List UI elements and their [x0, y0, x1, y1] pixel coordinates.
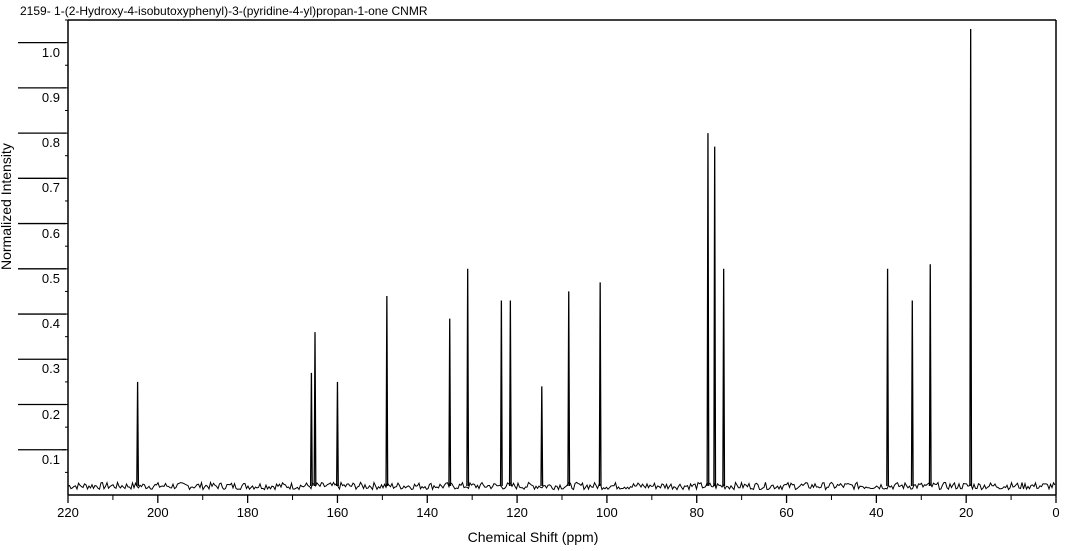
nmr-spectrum-chart	[0, 0, 1066, 551]
x-tick-label: 180	[233, 505, 263, 520]
x-tick-label: 120	[502, 505, 532, 520]
x-tick-label: 100	[592, 505, 622, 520]
x-tick-label: 220	[53, 505, 83, 520]
y-tick-label: 0.5	[32, 271, 60, 286]
y-tick-label: 0.6	[32, 226, 60, 241]
y-tick-label: 1.0	[32, 45, 60, 60]
y-tick-label: 0.7	[32, 180, 60, 195]
x-tick-label: 20	[951, 505, 981, 520]
y-tick-label: 0.2	[32, 407, 60, 422]
y-tick-label: 0.3	[32, 361, 60, 376]
y-tick-label: 0.4	[32, 316, 60, 331]
y-tick-label: 0.9	[32, 90, 60, 105]
x-tick-label: 0	[1041, 505, 1066, 520]
x-tick-label: 40	[861, 505, 891, 520]
x-tick-label: 80	[682, 505, 712, 520]
y-tick-label: 0.1	[32, 452, 60, 467]
x-tick-label: 200	[143, 505, 173, 520]
x-tick-label: 140	[412, 505, 442, 520]
y-tick-label: 0.8	[32, 135, 60, 150]
x-tick-label: 160	[322, 505, 352, 520]
x-tick-label: 60	[772, 505, 802, 520]
